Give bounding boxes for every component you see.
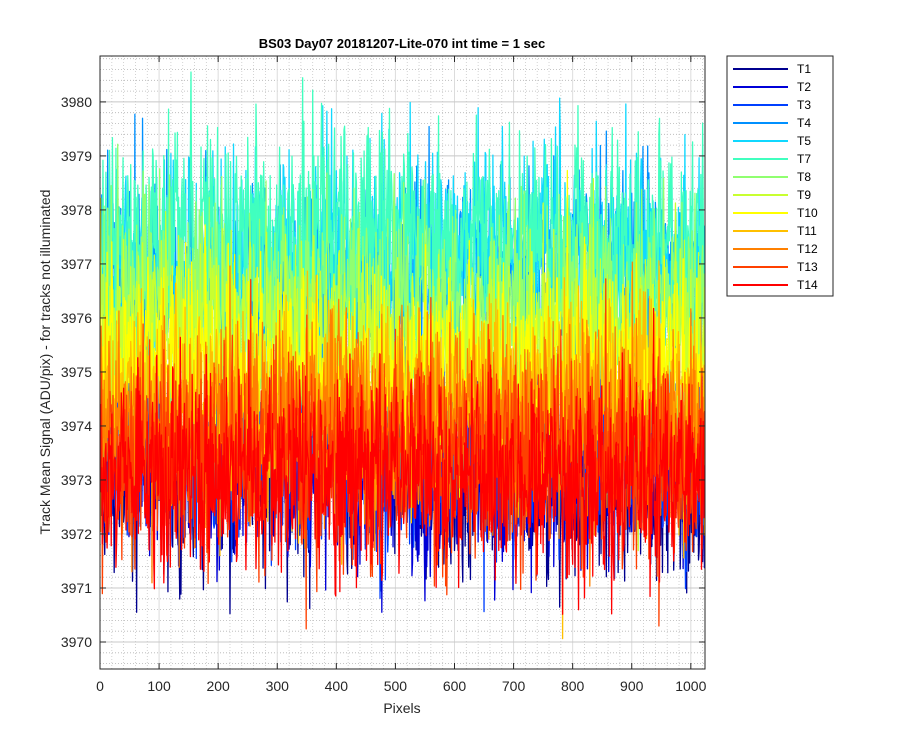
y-tick-label: 3973 (61, 472, 92, 488)
x-tick-label: 200 (206, 678, 230, 694)
series-line-t14 (100, 307, 705, 615)
x-tick-label: 1000 (675, 678, 706, 694)
legend-label-t3: T3 (797, 98, 811, 112)
legend-label-t12: T12 (797, 242, 818, 256)
y-tick-label: 3970 (61, 634, 92, 650)
y-tick-label: 3975 (61, 364, 92, 380)
legend-label-t14: T14 (797, 278, 818, 292)
legend-label-t10: T10 (797, 206, 818, 220)
legend-label-t13: T13 (797, 260, 818, 274)
x-tick-label: 500 (384, 678, 408, 694)
x-tick-label: 400 (325, 678, 349, 694)
legend-label-t1: T1 (797, 62, 811, 76)
legend-label-t9: T9 (797, 188, 811, 202)
x-tick-label: 300 (266, 678, 290, 694)
y-axis-label: Track Mean Signal (ADU/pix) - for tracks… (37, 190, 53, 535)
x-tick-label: 600 (443, 678, 467, 694)
x-tick-labels: 0 100 200 300 400 500 600 700 800 900 1000 (96, 678, 706, 694)
x-tick-label: 100 (147, 678, 171, 694)
legend: T1 T2 T3 T4 T5 T7 T8 T9 T10 T11 T12 T13 T14 (726, 55, 834, 297)
y-tick-label: 3977 (61, 256, 92, 272)
legend-items: T1 T2 T3 T4 T5 T7 T8 T9 T10 T11 T12 T13 T14 (733, 62, 818, 292)
y-tick-label: 3978 (61, 202, 92, 218)
legend-label-t11: T11 (797, 224, 817, 238)
x-tick-label: 0 (96, 678, 104, 694)
y-tick-label: 3979 (61, 148, 92, 164)
x-axis-label: Pixels (383, 700, 420, 716)
x-tick-label: 700 (502, 678, 526, 694)
plot-frame (99, 55, 706, 670)
y-tick-labels: 3970 3971 3972 3973 3974 3975 3976 3977 3978 3979… (61, 94, 92, 650)
series-group (100, 71, 705, 640)
chart-title: BS03 Day07 20181207-Lite-070 int time = … (259, 36, 546, 51)
x-tick-label: 800 (561, 678, 585, 694)
legend-label-t4: T4 (797, 116, 811, 130)
legend-label-t7: T7 (797, 152, 811, 166)
legend-label-t2: T2 (797, 80, 811, 94)
x-tick-label: 900 (620, 678, 644, 694)
y-tick-label: 3980 (61, 94, 92, 110)
y-tick-label: 3972 (61, 526, 92, 542)
legend-label-t8: T8 (797, 170, 811, 184)
y-tick-label: 3974 (61, 418, 92, 434)
y-tick-label: 3971 (61, 580, 92, 596)
y-tick-label: 3976 (61, 310, 92, 326)
legend-label-t5: T5 (797, 134, 811, 148)
